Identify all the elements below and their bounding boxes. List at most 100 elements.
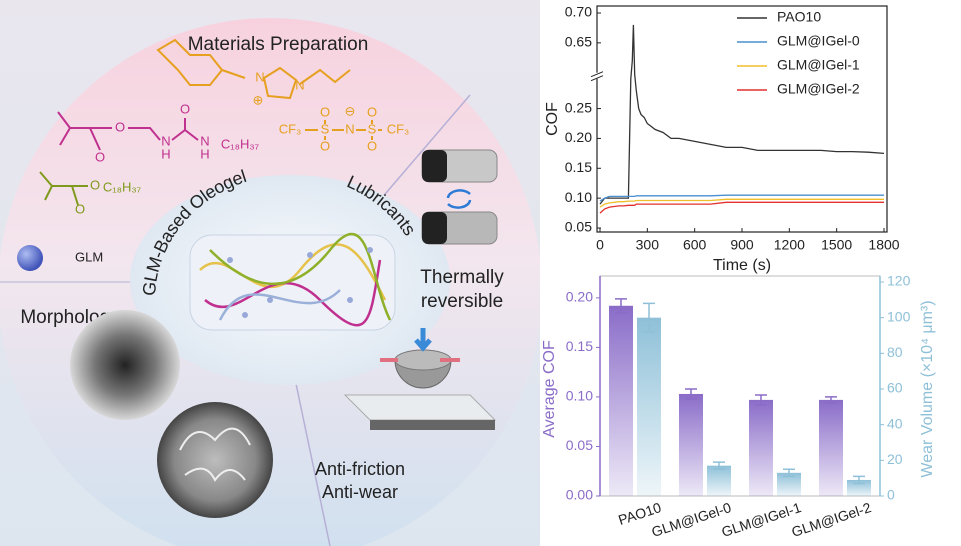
error-bar — [853, 475, 865, 485]
atom-label: C₁₈H₃₇ — [103, 179, 142, 194]
y-tick-label: 0.05 — [565, 219, 592, 235]
y-tick-label: 0.25 — [565, 99, 592, 115]
y2-axis-label: Wear Volume (×10⁴ μm³) — [919, 300, 936, 477]
legend-label: GLM@IGel-0 — [777, 33, 860, 49]
load-arrow — [414, 328, 432, 352]
sphere-label: GLM — [75, 249, 103, 264]
atom-label: O — [95, 149, 105, 164]
y2-tick-label: 20 — [887, 451, 903, 467]
atom-label: N — [295, 77, 304, 92]
atom-label: O — [367, 104, 377, 119]
atom-label: O — [90, 177, 100, 192]
atom-label: C₁₈H₃₇ — [221, 136, 260, 151]
bar — [637, 317, 661, 496]
bar — [679, 393, 703, 496]
atom-label: O — [320, 138, 330, 153]
function-label: Anti-friction Anti-wear — [315, 459, 405, 502]
sem-image — [157, 402, 273, 518]
atom-label: H — [200, 146, 209, 161]
y-tick-label: 0.15 — [565, 159, 592, 175]
y2-tick-label: 0 — [887, 487, 895, 503]
y-axis-label: COF — [544, 102, 561, 136]
atom-label: O — [320, 104, 330, 119]
y2-tick-label: 40 — [887, 415, 903, 431]
atom-label: S — [321, 121, 330, 136]
thermal-label: Thermally reversible — [420, 267, 504, 312]
vial-cap — [422, 150, 447, 182]
x-axis-label: Time (s) — [713, 257, 771, 274]
y-axis-label: Average COF — [541, 340, 558, 438]
label-line: Thermally — [420, 267, 504, 288]
x-tick-label: 900 — [730, 237, 754, 253]
atom-label: CF₃ — [387, 121, 410, 136]
x-tick-label: GLM@IGel-1 — [719, 499, 803, 540]
dots — [227, 247, 373, 318]
x-tick-label: 300 — [636, 237, 660, 253]
substrate — [343, 394, 497, 421]
atom-label: N — [255, 69, 264, 84]
label-line: reversible — [421, 291, 503, 312]
x-tick-label: GLM@IGel-0 — [649, 499, 733, 540]
atom-label: N — [161, 133, 170, 148]
sem-texture — [179, 427, 251, 482]
atom-label: N — [200, 133, 209, 148]
divider — [289, 354, 331, 546]
atom-label: O — [75, 201, 85, 216]
gel-box — [189, 234, 396, 331]
y-tick-label: 0.70 — [565, 4, 592, 20]
legend-label: GLM@IGel-2 — [777, 81, 860, 97]
atom-label: O — [180, 101, 190, 116]
y-tick-label: 0.00 — [566, 487, 593, 503]
series-line — [599, 194, 884, 202]
bar — [819, 399, 843, 496]
x-tick-label: 1500 — [821, 237, 852, 253]
y-tick-label: 0.05 — [566, 437, 593, 453]
atom-label: ⊕ — [253, 92, 264, 107]
error-bar — [713, 461, 725, 470]
label-line: Anti-wear — [322, 482, 398, 502]
cycle-arrows — [446, 189, 472, 209]
y2-tick-label: 60 — [887, 380, 903, 396]
error-bar — [685, 388, 697, 400]
vial-cap — [422, 212, 447, 244]
y2-tick-label: 80 — [887, 344, 903, 360]
atom-label: H — [161, 146, 170, 161]
bar — [707, 465, 731, 496]
structure-bonds — [39, 38, 382, 206]
axis-break-mark — [590, 71, 604, 82]
y2-tick-label: 100 — [887, 308, 911, 324]
section-title: Materials Preparation — [188, 34, 369, 55]
y-tick-label: 0.65 — [565, 34, 592, 50]
atom-label: S — [368, 121, 377, 136]
tem-image — [70, 310, 180, 420]
x-tick-label: 0 — [596, 237, 604, 253]
legend-label: PAO10 — [777, 9, 821, 25]
series-line — [599, 198, 884, 208]
legend-label: GLM@IGel-1 — [777, 57, 860, 73]
error-bar — [783, 468, 795, 478]
charts: 0.050.100.150.200.250.650.700 300 600 900 12… — [541, 4, 936, 540]
error-bar — [615, 298, 627, 314]
atom-label: N — [345, 121, 354, 136]
bar — [749, 399, 773, 496]
series-line — [599, 24, 885, 205]
substrate-edge — [370, 420, 495, 430]
y-tick-label: 0.15 — [566, 338, 593, 354]
y2-tick-label: 120 — [887, 273, 911, 289]
series-line — [599, 201, 884, 214]
y-tick-label: 0.20 — [565, 129, 592, 145]
error-bar — [643, 302, 655, 333]
x-tick-label: 1800 — [868, 237, 899, 253]
atom-label: O — [367, 138, 377, 153]
atom-label: O — [115, 119, 125, 134]
x-tick-label: 1200 — [774, 237, 805, 253]
bar — [609, 305, 633, 496]
glm-sphere — [17, 245, 43, 271]
error-bar — [825, 396, 837, 404]
x-tick-label: GLM@IGel-2 — [789, 499, 873, 540]
y-tick-label: 0.10 — [566, 388, 593, 404]
atom-label: ⊖ — [345, 103, 356, 118]
error-bar — [755, 394, 767, 406]
